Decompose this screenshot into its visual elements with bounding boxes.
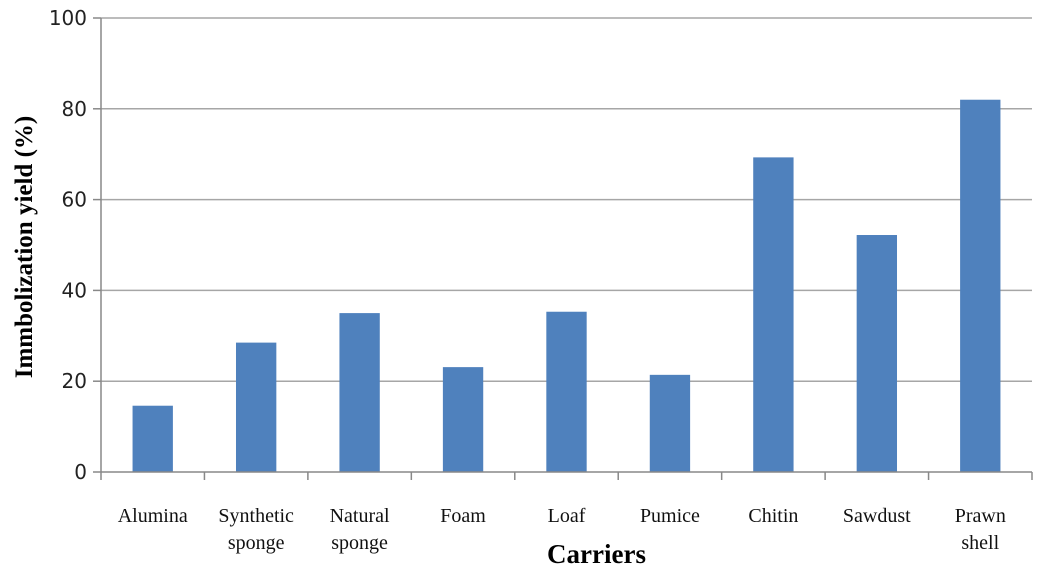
bar (753, 157, 794, 473)
bar (235, 342, 277, 472)
y-tick-label: 100 (49, 6, 87, 30)
x-axis-title: Carriers (547, 539, 646, 569)
y-tick-label: 60 (62, 188, 87, 212)
y-tick-label: 80 (62, 97, 87, 121)
bar (132, 405, 173, 472)
x-category-label: Synthetic sponge (218, 505, 294, 554)
x-category-label: Chitin (748, 505, 798, 527)
x-category-label: Loaf (548, 505, 586, 527)
y-tick-label: 0 (74, 460, 87, 484)
y-tick-label: 40 (62, 278, 87, 302)
y-tick-label: 20 (62, 369, 87, 393)
x-category-label: Sawdust (843, 505, 911, 527)
bar (960, 99, 1001, 472)
bar (649, 374, 691, 472)
bar (546, 311, 587, 472)
bars (132, 99, 1001, 473)
y-axis-title: Immbolization yield (%) (11, 116, 38, 379)
y-tick-labels: 0 20 40 60 80 100 (49, 6, 87, 484)
x-category-label: Natural sponge (330, 505, 390, 554)
bar (442, 367, 484, 472)
x-category-labels: Alumina Synthetic sponge Natural sponge Foam L… (118, 505, 1006, 554)
bar (339, 313, 380, 472)
axes (93, 17, 1033, 480)
x-category-label: Foam (440, 505, 486, 527)
bar (856, 235, 898, 472)
x-category-label: Prawn shell (955, 505, 1006, 554)
x-category-label: Pumice (640, 505, 700, 527)
x-category-label: Alumina (118, 505, 188, 527)
